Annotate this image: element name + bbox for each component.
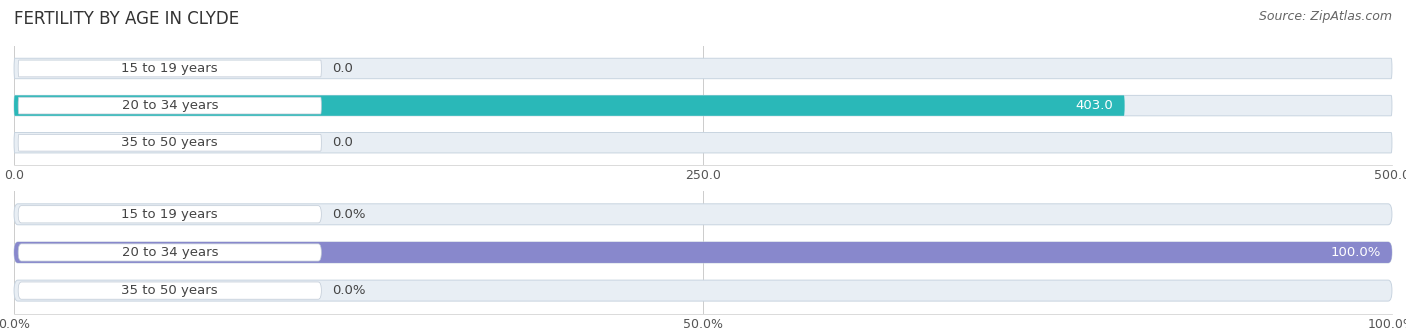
Text: 15 to 19 years: 15 to 19 years: [121, 62, 218, 75]
FancyBboxPatch shape: [18, 282, 322, 299]
FancyBboxPatch shape: [18, 244, 322, 261]
Text: 20 to 34 years: 20 to 34 years: [121, 246, 218, 259]
FancyBboxPatch shape: [14, 95, 1125, 116]
FancyBboxPatch shape: [18, 97, 322, 114]
Text: 35 to 50 years: 35 to 50 years: [121, 136, 218, 149]
FancyBboxPatch shape: [18, 134, 322, 151]
FancyBboxPatch shape: [14, 204, 1392, 225]
Text: 0.0: 0.0: [332, 136, 353, 149]
Text: 15 to 19 years: 15 to 19 years: [121, 208, 218, 221]
Text: 35 to 50 years: 35 to 50 years: [121, 284, 218, 297]
FancyBboxPatch shape: [18, 60, 322, 77]
FancyBboxPatch shape: [14, 58, 1392, 79]
Text: 0.0%: 0.0%: [332, 284, 366, 297]
Text: 20 to 34 years: 20 to 34 years: [121, 99, 218, 112]
Text: 403.0: 403.0: [1076, 99, 1114, 112]
FancyBboxPatch shape: [14, 133, 1392, 153]
FancyBboxPatch shape: [14, 280, 1392, 301]
Text: 0.0: 0.0: [332, 62, 353, 75]
Text: 100.0%: 100.0%: [1330, 246, 1381, 259]
FancyBboxPatch shape: [18, 206, 322, 223]
FancyBboxPatch shape: [14, 242, 1392, 263]
Text: FERTILITY BY AGE IN CLYDE: FERTILITY BY AGE IN CLYDE: [14, 10, 239, 28]
Text: 0.0%: 0.0%: [332, 208, 366, 221]
FancyBboxPatch shape: [14, 95, 1392, 116]
Text: Source: ZipAtlas.com: Source: ZipAtlas.com: [1258, 10, 1392, 23]
FancyBboxPatch shape: [14, 242, 1392, 263]
